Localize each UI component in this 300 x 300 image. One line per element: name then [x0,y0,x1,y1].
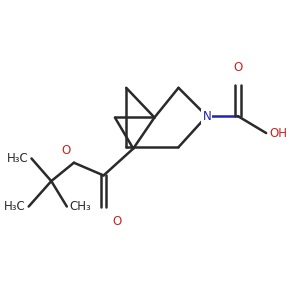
Text: H₃C: H₃C [4,200,26,213]
Text: O: O [112,215,121,228]
Text: O: O [233,61,242,74]
Text: CH₃: CH₃ [70,200,92,213]
Text: OH: OH [269,127,287,140]
Text: N: N [202,110,211,123]
Text: O: O [62,144,71,157]
Text: H₃C: H₃C [7,152,29,165]
